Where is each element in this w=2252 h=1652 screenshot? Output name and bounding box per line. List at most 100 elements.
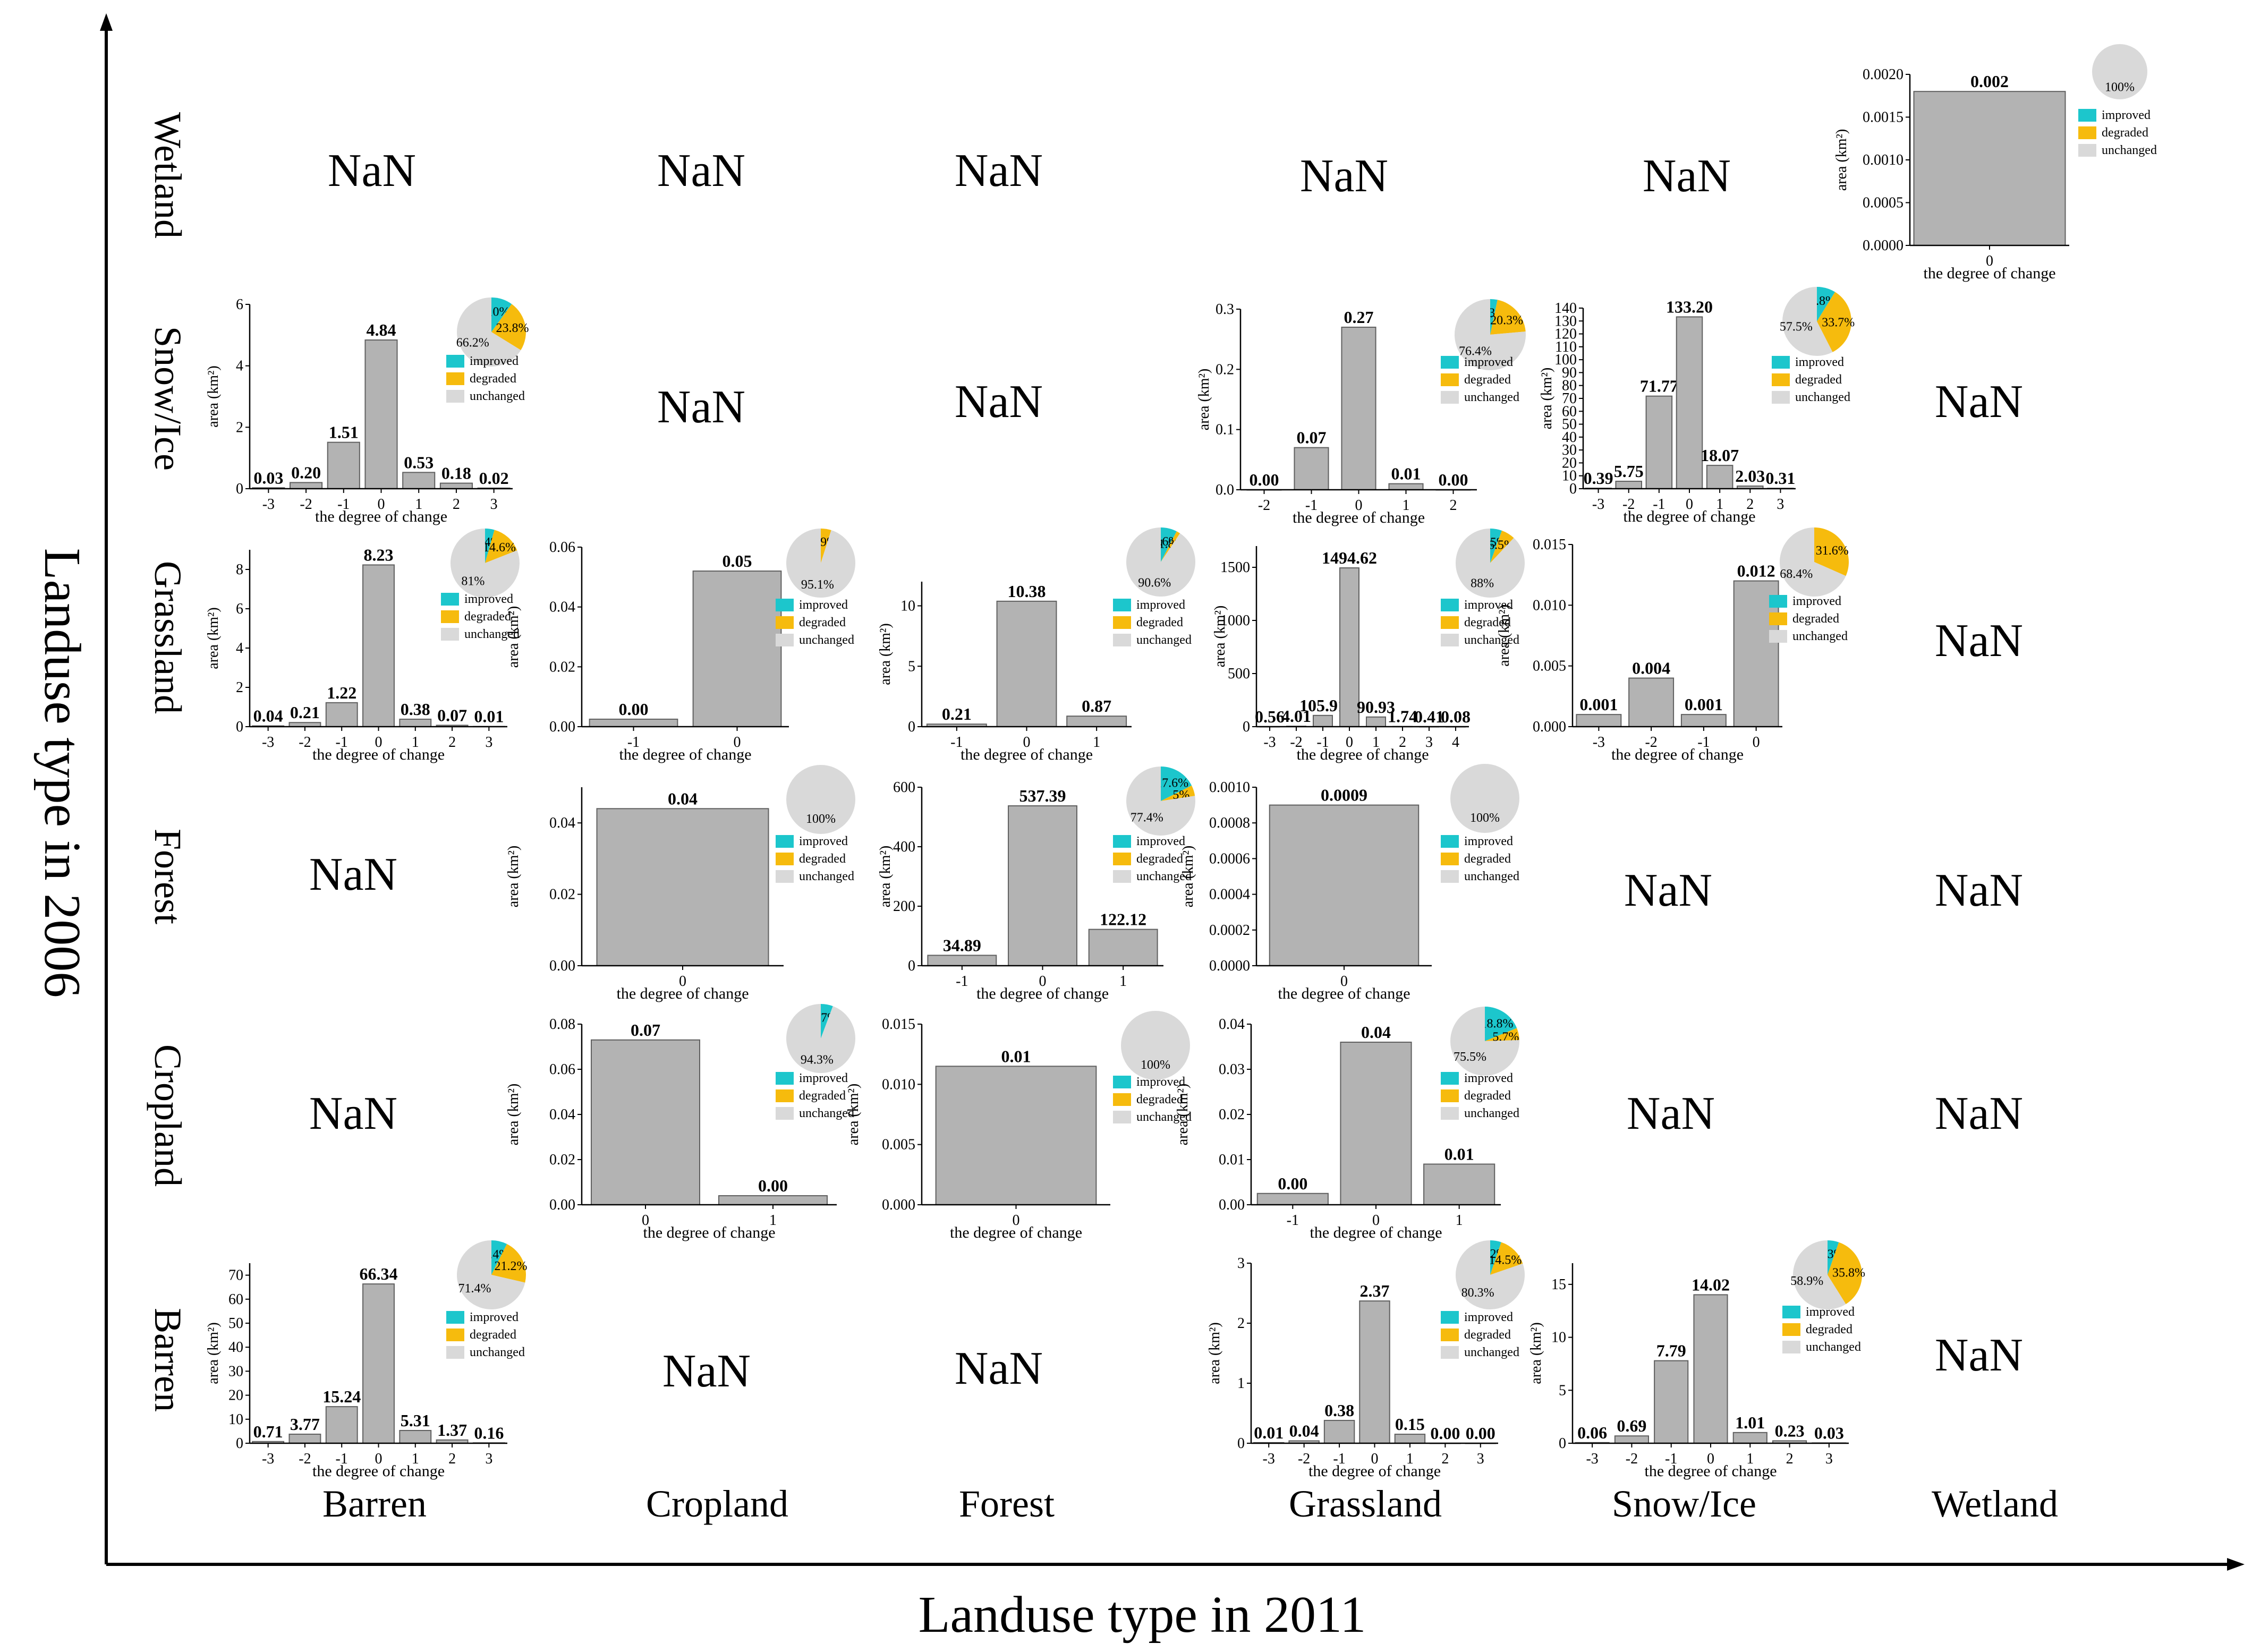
bar <box>1913 91 2066 246</box>
legend-swatch-degraded <box>1441 373 1459 386</box>
y-tick-label: 2 <box>236 419 243 436</box>
x-tick-label: 0 <box>1039 973 1047 990</box>
x-tick-label: -3 <box>1263 1451 1275 1467</box>
x-tick-label: 1 <box>1406 1451 1414 1467</box>
pie-percent-label: 21.2% <box>494 1259 527 1273</box>
pie-chart: 31.6%68.4% <box>1780 527 1849 597</box>
bar-value-label: 0.87 <box>1082 696 1111 716</box>
legend-label-unchanged: unchanged <box>1806 1340 1861 1354</box>
nan-label-forest-snow-ice: NaN <box>1624 865 1712 916</box>
y-tick-label: 6 <box>236 601 243 617</box>
legend-swatch-unchanged <box>776 634 794 646</box>
row-label-wetland: Wetland <box>147 112 189 239</box>
bar <box>1614 1435 1650 1444</box>
nan-label-snow-ice-cropland: NaN <box>657 381 745 433</box>
legend-label-improved: improved <box>1792 594 1841 608</box>
legend-swatch-degraded <box>1769 612 1787 625</box>
pie-slice-degraded <box>1828 1242 1863 1305</box>
x-tick-label: 2 <box>448 1451 456 1467</box>
bar-value-label: 0.01 <box>1001 1046 1031 1066</box>
bar-value-label: 0.08 <box>1441 707 1471 726</box>
x-tick-label: -1 <box>950 734 963 751</box>
legend-swatch-degraded <box>2078 126 2096 139</box>
y-axis-label: area (km²) <box>205 607 222 669</box>
bar <box>1693 1294 1728 1444</box>
subcharts: 0.00200.00000.00050.00100.00150.0020the … <box>205 44 2157 1480</box>
x-tick-label: 1 <box>1746 1451 1754 1467</box>
legend-swatch-improved <box>1772 356 1790 369</box>
y-tick-label: 0.0015 <box>1863 109 1903 126</box>
subchart-barren-barren: 0.71 -3 3.77 -2 15.24 -1 66.34 0 5.31 1 1.37 2 0.16 3… <box>205 1240 527 1480</box>
y-tick-label: 120 <box>1554 326 1577 343</box>
bar <box>692 570 782 727</box>
y-axis-label: area (km²) <box>1496 604 1512 666</box>
y-tick-label: 50 <box>1562 416 1577 433</box>
bar-value-label: 0.00 <box>619 700 649 719</box>
bar <box>288 1433 321 1444</box>
x-tick-label: 0 <box>1340 973 1348 990</box>
x-tick-label: 3 <box>485 734 492 751</box>
y-tick-label: 0.04 <box>549 1106 575 1123</box>
legend-swatch-unchanged <box>441 628 459 641</box>
bar-value-label: 0.21 <box>942 704 972 723</box>
bar-value-label: 0.01 <box>1391 464 1421 483</box>
legend-label-unchanged: unchanged <box>1464 1346 1519 1359</box>
bar-value-label: 0.0009 <box>1321 786 1367 805</box>
bar-value-label: 0.71 <box>253 1422 283 1441</box>
bar <box>439 482 473 490</box>
x-tick-label: -1 <box>956 973 968 990</box>
x-axis-label: the degree of change <box>961 746 1093 763</box>
legend-swatch-degraded <box>776 853 794 865</box>
bar-value-label: 0.56 <box>1255 707 1285 726</box>
legend-label-unchanged: unchanged <box>1464 390 1519 404</box>
x-tick-label: 3 <box>1825 1451 1833 1467</box>
bar <box>364 339 398 489</box>
legend-swatch-unchanged <box>776 1107 794 1120</box>
bar-value-label: 0.21 <box>290 703 320 722</box>
x-tick-label: 2 <box>448 734 456 751</box>
legend-label-unchanged: unchanged <box>1136 1110 1192 1124</box>
legend-swatch-improved <box>446 355 464 368</box>
bar-value-label: 0.012 <box>1737 561 1775 581</box>
pie-slice-unchanged <box>1126 527 1195 597</box>
legend-swatch-unchanged <box>1441 870 1459 883</box>
bar-value-label: 0.16 <box>474 1423 504 1442</box>
legend-label-degraded: degraded <box>2102 126 2148 140</box>
x-tick-label: -3 <box>262 734 274 751</box>
x-tick-label: 0 <box>1023 734 1031 751</box>
subchart-crop-cropland: 0.07 0 0.00 1 0.00 0.02 0.04 0.06 0.08 the degree… <box>505 1004 855 1241</box>
bar-value-label: 0.39 <box>1584 469 1613 488</box>
y-axis-label: area (km²) <box>1196 369 1212 430</box>
y-tick-label: 0.06 <box>549 1061 575 1078</box>
pie-legend: improved degraded unchanged <box>1769 594 1848 643</box>
bar-value-label: 0.00 <box>1439 470 1468 489</box>
y-tick-label: 0.00 <box>549 1197 575 1213</box>
pie-chart: 3.3%20.3%76.4% <box>1455 299 1526 370</box>
x-tick-label: -1 <box>1653 496 1665 513</box>
bar-value-label: 5.31 <box>401 1411 430 1430</box>
pie-slice-improved <box>485 529 495 563</box>
x-tick-label: 1 <box>412 1451 419 1467</box>
subchart-snow-snow: 0.39 -3 5.75 -2 71.77 -1 133.20 0 18.07 1 2.03 2 0.3… <box>1539 287 1855 525</box>
y-tick-label: 90 <box>1562 364 1577 381</box>
legend-label-improved: improved <box>1464 1310 1513 1324</box>
pie-slice-improved <box>1490 299 1498 335</box>
legend-label-improved: improved <box>799 598 848 612</box>
pie-chart: 4.9%95.1% <box>786 528 855 598</box>
nan-label-wetland-forest: NaN <box>955 145 1043 197</box>
y-tick-label: 0.000 <box>882 1197 915 1213</box>
legend-label-unchanged: unchanged <box>1136 870 1192 883</box>
legend-label-unchanged: unchanged <box>799 633 854 647</box>
legend-swatch-unchanged <box>1782 1341 1800 1353</box>
pie-legend: improved degraded unchanged <box>1772 355 1850 404</box>
bar-value-label: 0.20 <box>291 463 321 482</box>
bar-value-label: 0.04 <box>1289 1421 1319 1440</box>
x-tick-label: 4 <box>1452 734 1459 751</box>
nan-label-barren-forest: NaN <box>955 1343 1043 1394</box>
legend-label-unchanged: unchanged <box>470 389 525 403</box>
legend-label-improved: improved <box>470 354 519 368</box>
legend-label-improved: improved <box>1136 834 1185 848</box>
y-tick-label: 60 <box>1562 403 1577 420</box>
legend-label-unchanged: unchanged <box>470 1346 525 1359</box>
y-tick-label: 0.0000 <box>1863 237 1903 254</box>
